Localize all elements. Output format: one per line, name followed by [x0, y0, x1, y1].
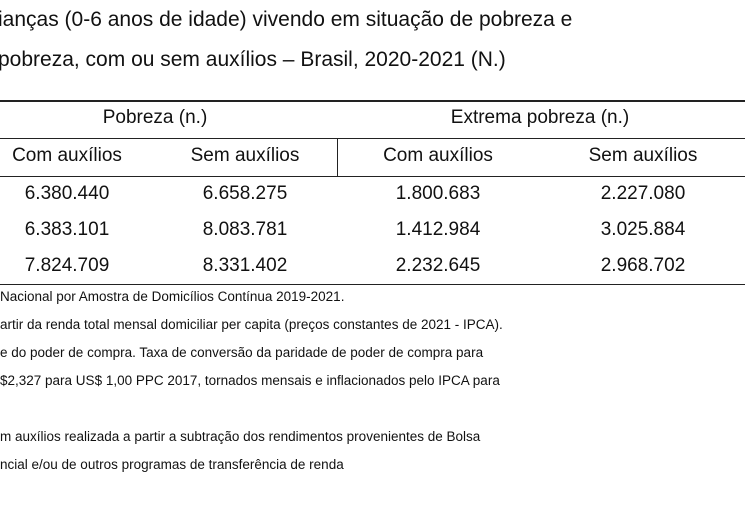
title: ianças (0-6 anos de idade) vivendo em si… — [0, 8, 573, 31]
rule — [0, 284, 745, 285]
table-cell: 2.232.645 — [395, 255, 481, 276]
rule — [0, 138, 745, 139]
table-cell: 2.227.080 — [600, 183, 686, 204]
column-header: Com auxílios — [12, 145, 122, 166]
table-cell: 3.025.884 — [600, 219, 686, 240]
column-header: Com auxílios — [383, 145, 493, 166]
table-cell: 8.083.781 — [202, 219, 288, 240]
rule — [0, 176, 745, 177]
table-cell: 6.383.101 — [24, 219, 110, 240]
table-cell: 2.968.702 — [600, 255, 686, 276]
note-line: $2,327 para US$ 1,00 PPC 2017, tornados … — [0, 373, 500, 388]
table-cell: 8.331.402 — [202, 255, 288, 276]
note-line: artir da renda total mensal domiciliar p… — [0, 317, 503, 332]
divider — [337, 138, 338, 176]
note-line: Nacional por Amostra de Domicílios Contí… — [0, 289, 345, 304]
group-header: Extrema pobreza (n.) — [450, 107, 630, 128]
column-header: Sem auxílios — [588, 145, 698, 166]
column-header: Sem auxílios — [190, 145, 300, 166]
rule — [0, 100, 745, 102]
note-line: ncial e/ou de outros programas de transf… — [0, 457, 344, 472]
title: pobreza, com ou sem auxílios – Brasil, 2… — [0, 48, 506, 71]
group-header: Pobreza (n.) — [102, 107, 208, 128]
table-cell: 7.824.709 — [24, 255, 110, 276]
table-cell: 6.380.440 — [24, 183, 110, 204]
note-line: e do poder de compra. Taxa de conversão … — [0, 345, 484, 360]
note-line: m auxílios realizada a partir a subtraçã… — [0, 429, 481, 444]
table-cell: 1.412.984 — [395, 219, 481, 240]
table-cell: 1.800.683 — [395, 183, 481, 204]
table-cell: 6.658.275 — [202, 183, 288, 204]
